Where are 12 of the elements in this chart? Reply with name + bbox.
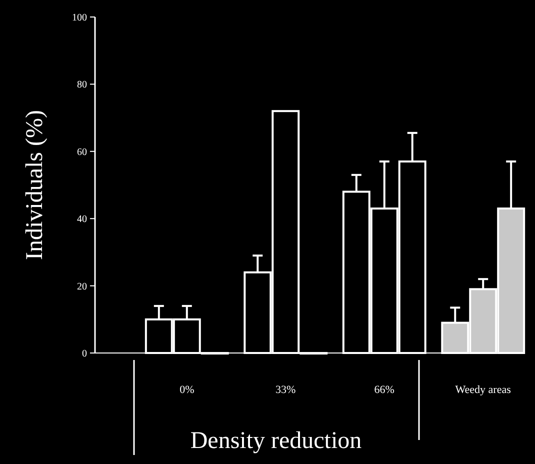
x-tick-label: Weedy areas [455, 384, 511, 396]
y-tick-label: 40 [77, 214, 87, 226]
y-tick-label: 100 [72, 12, 87, 24]
y-axis-title: Individuals (%) [22, 110, 48, 260]
y-tick-label: 0 [82, 348, 87, 360]
y-tick-label: 20 [77, 281, 87, 292]
y-tick-label: 60 [77, 146, 87, 158]
x-tick-label: 33% [276, 384, 296, 396]
y-tick-label: 80 [77, 80, 87, 91]
x-tick-label: 0% [180, 384, 194, 396]
x-axis-title: Density reduction [190, 428, 362, 454]
x-tick-label: 66% [374, 384, 394, 396]
